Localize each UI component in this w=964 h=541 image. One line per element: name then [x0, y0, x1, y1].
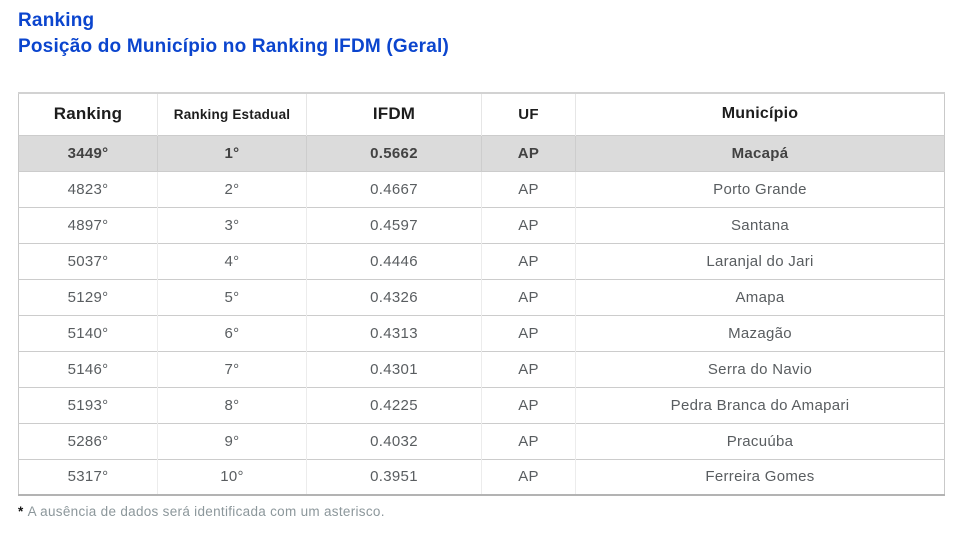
cell-municipio: Mazagão — [728, 324, 792, 342]
cell-ifdm: 0.4301 — [306, 351, 482, 387]
cell-uf: AP — [481, 351, 576, 387]
cell-uf: AP — [481, 243, 576, 279]
table-row: 5037° 4° 0.4446 AP Laranjal do Jari — [18, 243, 945, 279]
cell-municipio: Amapa — [735, 288, 785, 306]
table-row: 5286° 9° 0.4032 AP Pracuúba — [18, 423, 945, 459]
col-header-ranking-estadual: Ranking Estadual — [157, 93, 307, 135]
cell-uf: AP — [481, 459, 576, 495]
cell-ranking-estadual: 9° — [157, 423, 307, 459]
cell-municipio: Pedra Branca do Amapari — [670, 396, 850, 414]
cell-ranking: 5146° — [18, 351, 158, 387]
cell-uf: AP — [481, 171, 576, 207]
table-row: 4897° 3° 0.4597 AP Santana — [18, 207, 945, 243]
cell-ranking-estadual: 8° — [157, 387, 307, 423]
cell-municipio: Porto Grande — [713, 180, 807, 198]
cell-ranking-estadual: 1° — [157, 135, 307, 171]
cell-municipio: Ferreira Gomes — [705, 468, 815, 486]
table-row: 5193° 8° 0.4225 AP Pedra Branca do Amapari — [18, 387, 945, 423]
cell-ifdm: 0.4032 — [306, 423, 482, 459]
cell-uf: AP — [481, 315, 576, 351]
cell-ifdm: 0.3951 — [306, 459, 482, 495]
cell-ranking-estadual: 2° — [157, 171, 307, 207]
ranking-table: Ranking Ranking Estadual IFDM UF Municíp… — [18, 92, 945, 496]
cell-uf: AP — [481, 387, 576, 423]
cell-ifdm: 0.4313 — [306, 315, 482, 351]
footnote: * A ausência de dados será identificada c… — [18, 504, 964, 519]
col-header-ranking: Ranking — [18, 93, 158, 135]
cell-uf: AP — [481, 135, 576, 171]
cell-ranking: 5286° — [18, 423, 158, 459]
col-header-uf: UF — [481, 93, 576, 135]
table-row: 4823° 2° 0.4667 AP Porto Grande — [18, 171, 945, 207]
cell-ifdm: 0.4597 — [306, 207, 482, 243]
cell-uf: AP — [481, 207, 576, 243]
cell-ranking: 4823° — [18, 171, 158, 207]
table-row: 5146° 7° 0.4301 AP Serra do Navio — [18, 351, 945, 387]
cell-municipio: Pracuúba — [726, 432, 794, 450]
cell-ifdm: 0.4225 — [306, 387, 482, 423]
table-row: 3449° 1° 0.5662 AP Macapá — [18, 135, 945, 171]
cell-municipio: Macapá — [731, 144, 789, 162]
cell-municipio: Laranjal do Jari — [706, 252, 814, 270]
cell-ranking: 5129° — [18, 279, 158, 315]
table-row: 5129° 5° 0.4326 AP Amapa — [18, 279, 945, 315]
cell-ifdm: 0.4446 — [306, 243, 482, 279]
cell-ranking-estadual: 6° — [157, 315, 307, 351]
cell-ifdm: 0.5662 — [306, 135, 482, 171]
cell-ifdm: 0.4326 — [306, 279, 482, 315]
table-row: 5317° 10° 0.3951 AP Ferreira Gomes — [18, 459, 945, 495]
cell-uf: AP — [481, 423, 576, 459]
cell-ranking-estadual: 3° — [157, 207, 307, 243]
page-header: Ranking Posição do Município no Ranking … — [0, 0, 964, 60]
cell-ranking-estadual: 4° — [157, 243, 307, 279]
table-header-row: Ranking Ranking Estadual IFDM UF Municíp… — [18, 93, 945, 135]
cell-ranking: 3449° — [18, 135, 158, 171]
cell-ranking-estadual: 7° — [157, 351, 307, 387]
cell-uf: AP — [481, 279, 576, 315]
col-header-municipio: Município — [721, 105, 799, 123]
cell-municipio: Santana — [731, 216, 789, 234]
col-header-ifdm: IFDM — [306, 93, 482, 135]
cell-ranking: 4897° — [18, 207, 158, 243]
cell-ranking-estadual: 10° — [157, 459, 307, 495]
cell-municipio: Serra do Navio — [707, 360, 813, 378]
cell-ifdm: 0.4667 — [306, 171, 482, 207]
cell-ranking: 5037° — [18, 243, 158, 279]
cell-ranking: 5317° — [18, 459, 158, 495]
cell-ranking: 5140° — [18, 315, 158, 351]
page-subtitle: Posição do Município no Ranking IFDM (Ge… — [18, 36, 450, 57]
cell-ranking: 5193° — [18, 387, 158, 423]
footnote-text: A ausência de dados será identificada co… — [27, 504, 385, 519]
cell-ranking-estadual: 5° — [157, 279, 307, 315]
page-title: Ranking — [18, 10, 95, 31]
table-row: 5140° 6° 0.4313 AP Mazagão — [18, 315, 945, 351]
footnote-asterisk: * — [18, 504, 24, 519]
